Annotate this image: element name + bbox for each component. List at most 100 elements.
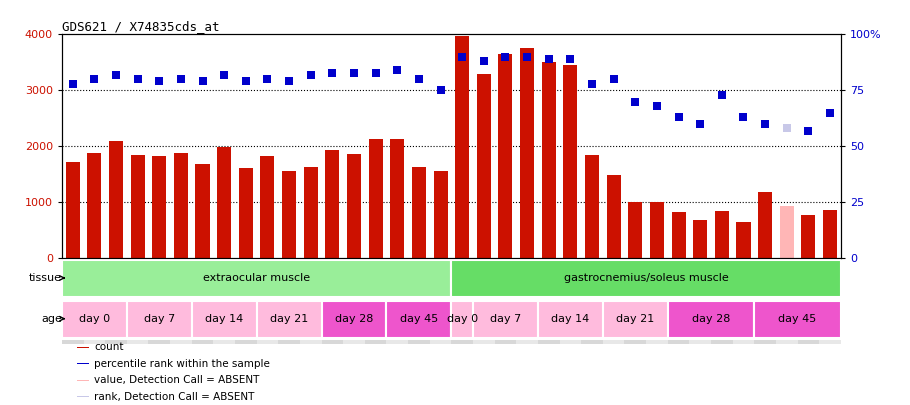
Bar bbox=[321, 301, 387, 338]
Point bbox=[736, 114, 751, 121]
Point bbox=[152, 78, 167, 85]
Point bbox=[369, 69, 383, 76]
Bar bbox=[325, 150, 339, 258]
Bar bbox=[473, 258, 495, 343]
Bar bbox=[668, 301, 754, 338]
Text: extraocular muscle: extraocular muscle bbox=[203, 273, 310, 283]
Point bbox=[238, 78, 253, 85]
Bar bbox=[84, 258, 106, 343]
Point bbox=[498, 53, 512, 60]
Text: day 45: day 45 bbox=[778, 314, 816, 324]
Point bbox=[217, 72, 231, 78]
Bar bbox=[495, 258, 516, 343]
Point bbox=[455, 53, 470, 60]
Bar bbox=[77, 363, 89, 364]
Bar bbox=[365, 258, 387, 343]
Bar bbox=[213, 258, 235, 343]
Bar bbox=[602, 258, 624, 343]
Bar bbox=[430, 258, 451, 343]
Bar bbox=[560, 258, 581, 343]
Bar bbox=[77, 396, 89, 397]
Point bbox=[780, 125, 794, 132]
Point bbox=[801, 128, 815, 134]
Point bbox=[714, 92, 729, 98]
Bar bbox=[714, 211, 729, 258]
Bar bbox=[217, 147, 231, 258]
Bar bbox=[235, 258, 257, 343]
Bar bbox=[62, 260, 451, 297]
Text: day 0: day 0 bbox=[447, 314, 478, 324]
Bar bbox=[387, 258, 408, 343]
Bar bbox=[668, 258, 690, 343]
Text: day 0: day 0 bbox=[79, 314, 110, 324]
Bar bbox=[607, 175, 621, 258]
Point bbox=[758, 121, 773, 127]
Text: day 7: day 7 bbox=[490, 314, 521, 324]
Text: tissue: tissue bbox=[29, 273, 62, 283]
Bar bbox=[152, 156, 167, 258]
Bar bbox=[126, 301, 192, 338]
Bar bbox=[278, 258, 300, 343]
Bar bbox=[538, 301, 602, 338]
Bar bbox=[192, 301, 257, 338]
Point bbox=[606, 76, 621, 83]
Point bbox=[563, 56, 578, 62]
Bar bbox=[819, 258, 841, 343]
Text: count: count bbox=[94, 342, 124, 352]
Bar bbox=[736, 222, 751, 258]
Text: day 21: day 21 bbox=[270, 314, 308, 324]
Bar bbox=[823, 210, 837, 258]
Bar bbox=[369, 139, 383, 258]
Bar bbox=[300, 258, 321, 343]
Point bbox=[411, 76, 426, 83]
Bar bbox=[581, 258, 602, 343]
Text: age: age bbox=[41, 314, 62, 324]
Bar bbox=[650, 202, 664, 258]
Text: percentile rank within the sample: percentile rank within the sample bbox=[94, 359, 270, 369]
Point bbox=[693, 121, 707, 127]
Bar bbox=[451, 301, 473, 338]
Bar bbox=[451, 260, 841, 297]
Point bbox=[520, 53, 534, 60]
Text: day 14: day 14 bbox=[205, 314, 243, 324]
Point bbox=[260, 76, 275, 83]
Point bbox=[541, 56, 556, 62]
Bar bbox=[563, 65, 578, 258]
Point bbox=[390, 67, 405, 73]
Bar bbox=[693, 220, 707, 258]
Text: GDS621 / X74835cds_at: GDS621 / X74835cds_at bbox=[62, 20, 219, 33]
Bar bbox=[257, 301, 321, 338]
Text: rank, Detection Call = ABSENT: rank, Detection Call = ABSENT bbox=[94, 392, 255, 402]
Text: day 7: day 7 bbox=[144, 314, 175, 324]
Bar bbox=[87, 153, 101, 258]
Bar bbox=[62, 301, 126, 338]
Bar bbox=[646, 258, 668, 343]
Bar bbox=[390, 139, 404, 258]
Bar bbox=[797, 258, 819, 343]
Bar bbox=[282, 171, 296, 258]
Bar bbox=[77, 347, 89, 348]
Bar bbox=[733, 258, 754, 343]
Bar bbox=[196, 164, 209, 258]
Bar bbox=[541, 62, 556, 258]
Bar bbox=[499, 54, 512, 258]
Bar bbox=[148, 258, 170, 343]
Bar bbox=[780, 206, 794, 258]
Point bbox=[477, 58, 491, 64]
Bar bbox=[66, 162, 80, 258]
Bar bbox=[347, 154, 361, 258]
Point bbox=[303, 72, 318, 78]
Bar bbox=[455, 36, 470, 258]
Point bbox=[628, 98, 642, 105]
Bar bbox=[62, 258, 84, 343]
Bar bbox=[520, 49, 534, 258]
Bar bbox=[170, 258, 192, 343]
Bar bbox=[690, 258, 711, 343]
Text: day 28: day 28 bbox=[692, 314, 730, 324]
Bar bbox=[260, 156, 275, 258]
Point bbox=[823, 110, 837, 116]
Point bbox=[650, 103, 664, 109]
Bar bbox=[106, 258, 126, 343]
Bar bbox=[238, 168, 253, 258]
Bar bbox=[585, 156, 599, 258]
